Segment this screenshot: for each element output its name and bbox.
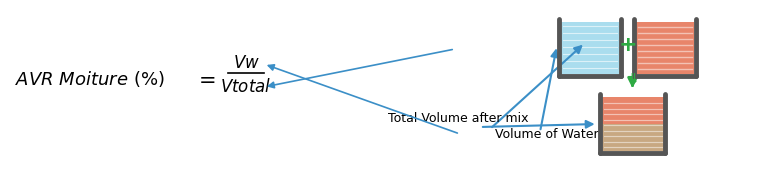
Text: $\mathit{Vtotal}$: $\mathit{Vtotal}$	[220, 78, 272, 96]
Text: Volume of Water: Volume of Water	[495, 127, 598, 140]
Text: $=$: $=$	[194, 69, 216, 89]
Text: ⇓: ⇓	[626, 72, 639, 87]
FancyBboxPatch shape	[636, 22, 694, 74]
FancyBboxPatch shape	[561, 22, 619, 74]
FancyBboxPatch shape	[601, 124, 664, 151]
FancyBboxPatch shape	[601, 97, 664, 124]
Text: $\mathit{Vw}$: $\mathit{Vw}$	[233, 55, 260, 73]
Text: $\mathit{AVR\ Moiture\ (\%)}$: $\mathit{AVR\ Moiture\ (\%)}$	[15, 69, 165, 89]
Text: +: +	[618, 35, 637, 55]
Text: Total Volume after mix: Total Volume after mix	[388, 113, 528, 126]
